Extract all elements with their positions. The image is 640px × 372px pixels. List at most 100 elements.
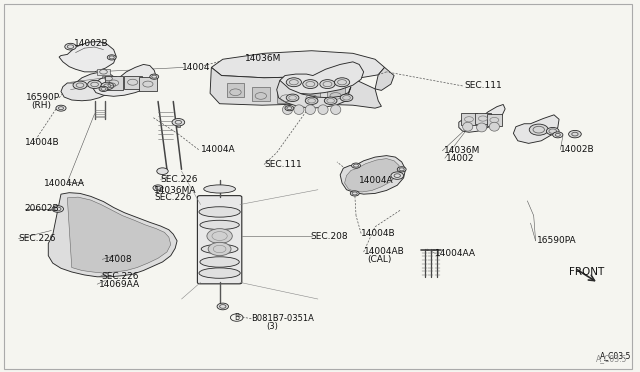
Text: 14004B: 14004B (361, 229, 396, 238)
Text: 14004AA: 14004AA (44, 179, 85, 187)
Text: 14036M: 14036M (245, 54, 282, 62)
Text: 14036M: 14036M (444, 146, 480, 155)
Polygon shape (139, 77, 157, 91)
Text: FRONT: FRONT (568, 267, 604, 277)
Ellipse shape (318, 105, 328, 115)
Ellipse shape (305, 105, 316, 115)
Polygon shape (277, 89, 295, 103)
Text: 14008: 14008 (104, 255, 132, 264)
Text: 14002B: 14002B (561, 145, 595, 154)
Circle shape (335, 78, 349, 87)
Ellipse shape (201, 244, 238, 254)
Text: A_C03.5: A_C03.5 (600, 351, 632, 360)
Circle shape (286, 78, 301, 87)
Text: SEC.208: SEC.208 (310, 231, 348, 241)
Polygon shape (303, 89, 321, 103)
Polygon shape (210, 67, 381, 108)
Polygon shape (487, 114, 502, 126)
Polygon shape (276, 80, 351, 108)
Circle shape (324, 97, 337, 105)
Text: (CAL): (CAL) (367, 255, 392, 264)
Circle shape (101, 82, 114, 90)
Text: 20602B: 20602B (25, 205, 60, 214)
Polygon shape (252, 87, 269, 101)
Polygon shape (375, 67, 394, 90)
Polygon shape (461, 113, 477, 125)
Circle shape (207, 229, 232, 243)
Ellipse shape (331, 105, 340, 115)
Circle shape (217, 303, 228, 310)
Text: A_C03.5: A_C03.5 (596, 354, 628, 363)
Circle shape (320, 80, 335, 89)
Text: SEC.111: SEC.111 (464, 81, 502, 90)
Circle shape (172, 119, 185, 126)
Ellipse shape (477, 123, 487, 132)
Polygon shape (97, 69, 111, 75)
Polygon shape (177, 124, 180, 127)
Ellipse shape (200, 257, 239, 267)
Ellipse shape (199, 207, 240, 217)
Polygon shape (227, 83, 244, 97)
Polygon shape (340, 155, 406, 194)
Circle shape (150, 74, 159, 79)
Circle shape (285, 106, 294, 111)
Text: 14004B: 14004B (25, 138, 60, 147)
Text: 16590P: 16590P (26, 93, 60, 102)
Ellipse shape (489, 122, 499, 131)
Text: B: B (234, 313, 239, 322)
Text: 14004A: 14004A (200, 145, 235, 154)
Ellipse shape (200, 220, 239, 230)
Text: 14036MA: 14036MA (154, 186, 196, 195)
Circle shape (157, 168, 168, 174)
Polygon shape (105, 82, 118, 88)
Polygon shape (476, 113, 490, 125)
Circle shape (350, 191, 359, 196)
Text: 16590PA: 16590PA (537, 236, 577, 246)
Polygon shape (67, 197, 171, 273)
Circle shape (56, 105, 66, 111)
Text: (3): (3) (266, 321, 278, 331)
Polygon shape (48, 193, 177, 277)
Polygon shape (280, 62, 364, 94)
Text: (RH): (RH) (31, 101, 51, 110)
Polygon shape (59, 41, 116, 72)
Polygon shape (102, 76, 116, 81)
Polygon shape (93, 64, 156, 96)
Text: SEC.111: SEC.111 (264, 160, 302, 169)
Circle shape (391, 172, 404, 179)
Polygon shape (327, 87, 344, 101)
Text: SEC.226: SEC.226 (161, 175, 198, 184)
Circle shape (397, 167, 406, 172)
Text: 14004AA: 14004AA (435, 249, 476, 258)
Circle shape (340, 94, 353, 102)
Text: B081B7-0351A: B081B7-0351A (252, 314, 314, 323)
Circle shape (153, 185, 163, 191)
Circle shape (547, 128, 559, 135)
Polygon shape (105, 76, 122, 90)
Circle shape (351, 163, 360, 168)
Text: SEC.226: SEC.226 (154, 193, 192, 202)
Text: SEC.226: SEC.226 (19, 234, 56, 243)
Circle shape (553, 132, 563, 138)
Circle shape (65, 43, 76, 50)
Polygon shape (459, 105, 505, 132)
FancyBboxPatch shape (197, 196, 242, 284)
Polygon shape (211, 51, 385, 78)
Circle shape (303, 80, 318, 89)
Ellipse shape (282, 105, 292, 115)
Ellipse shape (294, 105, 304, 115)
Circle shape (208, 242, 231, 256)
Text: 14004AB: 14004AB (364, 247, 404, 256)
Ellipse shape (199, 268, 240, 278)
Polygon shape (344, 158, 399, 192)
Text: 14004: 14004 (182, 63, 210, 72)
Text: 14004A: 14004A (359, 176, 394, 185)
Text: 14002: 14002 (446, 154, 475, 163)
Text: 14069AA: 14069AA (99, 280, 140, 289)
Circle shape (286, 94, 299, 102)
Ellipse shape (463, 122, 473, 131)
Circle shape (52, 206, 63, 212)
Circle shape (99, 86, 108, 92)
Polygon shape (124, 76, 141, 89)
Polygon shape (513, 115, 559, 143)
